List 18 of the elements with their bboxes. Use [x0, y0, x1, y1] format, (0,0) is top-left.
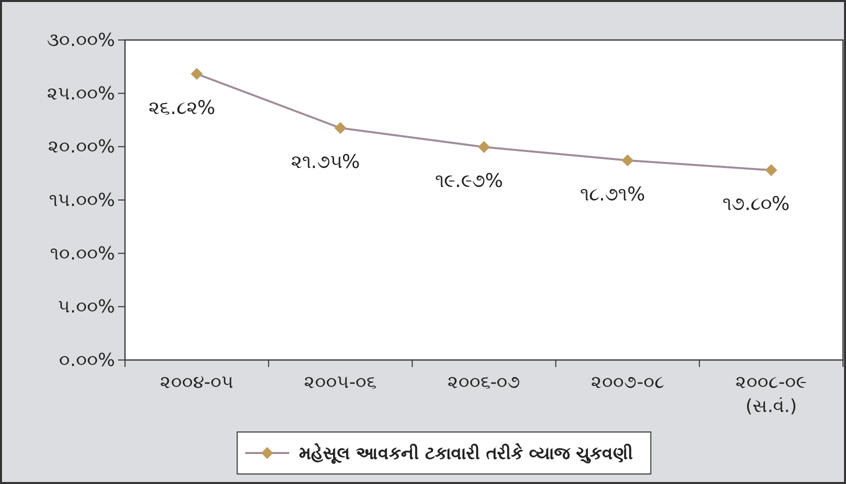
- y-tick-label: ૨૫.૦૦%: [47, 83, 115, 104]
- y-tick-label: ૦.૦૦%: [59, 350, 115, 371]
- data-label: ૧૮.૭૧%: [580, 183, 646, 206]
- x-tick-label: ૨૦૦૮-૦૯ (સ.વં.): [735, 372, 807, 417]
- data-label: ૧૯.૯૭%: [434, 170, 504, 192]
- data-label: ૧૭.૮૦%: [722, 193, 790, 216]
- x-tick-label: ૨૦૦૪-૦૫: [160, 372, 234, 393]
- y-tick-label: ૧૫.૦૦%: [49, 190, 115, 211]
- y-tick-label: ૨૦.૦૦%: [48, 136, 115, 158]
- data-label: ૨૧.૭૫%: [290, 151, 360, 173]
- y-tick-label: ૧૦.૦૦%: [50, 243, 115, 264]
- y-tick-label: ૫.૦૦%: [58, 296, 115, 318]
- legend-label: મહેસૂલ આવકની ટકાવારી તરીકે વ્યાજ ચુકવણી: [299, 442, 633, 464]
- data-label: ૨૬.૮૨%: [148, 96, 216, 119]
- x-tick-label: ૨૦૦૫-૦૬: [304, 372, 377, 393]
- x-tick-label: ૨૦૦૬-૦૭: [447, 372, 521, 393]
- y-tick-label: ૩૦.૦૦%: [47, 30, 115, 51]
- x-tick-label: ૨૦૦૭-૦૮: [590, 372, 664, 393]
